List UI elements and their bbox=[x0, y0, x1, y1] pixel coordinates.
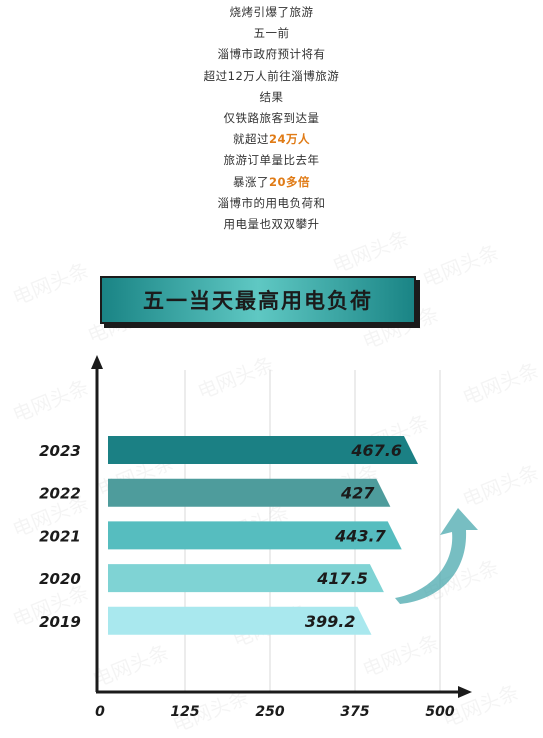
intro-text: 烧烤引爆了旅游 五一前淄博市政府预计将有 超过12万人前往淄博旅游 结果仅铁路旅客到达… bbox=[0, 2, 543, 235]
intro-line-text: 结果 bbox=[259, 89, 284, 104]
chart-title-banner: 五一当天最高用电负荷 bbox=[100, 276, 420, 328]
bar-value-label: 467.6 bbox=[350, 441, 402, 460]
bar bbox=[108, 436, 418, 464]
intro-line: 淄博市政府预计将有 bbox=[0, 44, 543, 65]
intro-line: 用电量也双双攀升 bbox=[0, 214, 543, 235]
bar-value-label: 427 bbox=[340, 484, 375, 503]
intro-line: 超过12万人前往淄博旅游 bbox=[0, 66, 543, 87]
x-axis-arrow-icon bbox=[458, 686, 472, 698]
intro-line-text: 淄博市的用电负荷和 bbox=[217, 195, 326, 210]
bar-value-label: 417.5 bbox=[316, 569, 368, 588]
title-box: 五一当天最高用电负荷 bbox=[100, 276, 416, 324]
category-label: 2021 bbox=[39, 527, 81, 545]
category-label: 2022 bbox=[39, 485, 81, 503]
category-label: 2019 bbox=[39, 613, 81, 631]
x-tick-label: 250 bbox=[255, 704, 284, 720]
bar-value-label: 443.7 bbox=[334, 526, 386, 545]
intro-line: 淄博市的用电负荷和 bbox=[0, 193, 543, 214]
intro-highlight: 20多倍 bbox=[268, 174, 310, 189]
y-axis-arrow-icon bbox=[91, 355, 103, 369]
bar-chart: 467.6 2023 427 2022 443.7 2021 417.5 2020 399.2 2… bbox=[39, 355, 478, 720]
intro-line-text: 旅游订单量比去年 bbox=[223, 153, 320, 168]
bar bbox=[108, 564, 384, 593]
intro-line-text: 就超过 bbox=[232, 132, 269, 147]
trend-arrow-icon bbox=[395, 508, 478, 604]
intro-line-text: 淄博市政府预计将有 bbox=[217, 47, 326, 62]
intro-line-text: 用电量也双双攀升 bbox=[223, 216, 320, 231]
chart-title: 五一当天最高用电负荷 bbox=[143, 289, 373, 313]
x-tick-label: 125 bbox=[170, 704, 199, 720]
intro-highlight: 24万人 bbox=[268, 132, 310, 147]
bar bbox=[108, 521, 402, 550]
intro-line: 仅铁路旅客到达量 bbox=[0, 108, 543, 129]
category-label: 2020 bbox=[39, 570, 81, 588]
intro-line: 结果 bbox=[0, 87, 543, 108]
x-tick-label: 0 bbox=[95, 704, 105, 720]
x-tick-label: 375 bbox=[340, 704, 369, 720]
category-label: 2023 bbox=[39, 442, 81, 460]
intro-line: 暴涨了20多倍 bbox=[0, 172, 543, 193]
x-tick-label: 500 bbox=[425, 704, 454, 720]
intro-line: 旅游订单量比去年 bbox=[0, 150, 543, 171]
intro-line-text: 五一前 bbox=[253, 26, 290, 41]
bar bbox=[108, 478, 391, 507]
intro-line: 烧烤引爆了旅游 bbox=[0, 2, 543, 23]
intro-line: 五一前 bbox=[0, 23, 543, 44]
intro-line-text: 仅铁路旅客到达量 bbox=[223, 110, 320, 125]
intro-line-text: 烧烤引爆了旅游 bbox=[229, 5, 314, 19]
bar-value-label: 399.2 bbox=[305, 612, 356, 631]
intro-line-text: 暴涨了 bbox=[232, 174, 269, 189]
bar bbox=[108, 606, 372, 635]
intro-line: 就超过24万人 bbox=[0, 129, 543, 150]
intro-line-text: 超过12万人前往淄博旅游 bbox=[203, 68, 340, 83]
